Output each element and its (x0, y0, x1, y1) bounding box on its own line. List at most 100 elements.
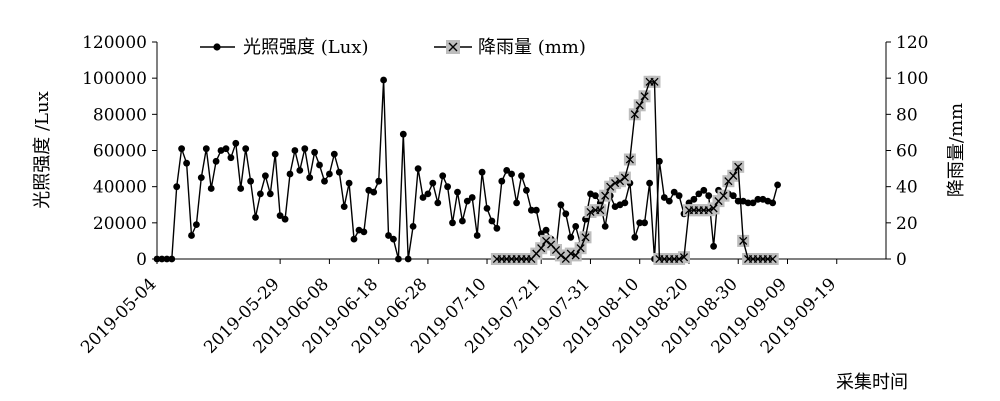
light-data-point (636, 219, 644, 227)
y-left-tick-label: 80000 (93, 105, 147, 125)
light-data-point (281, 215, 289, 223)
light-data-point (503, 167, 511, 174)
light-data-point (291, 147, 299, 154)
light-data-point (631, 233, 639, 241)
light-data-point (478, 168, 486, 176)
y-right-tick-label: 0 (896, 250, 907, 270)
light-data-point (710, 242, 717, 250)
legend: 光照强度 (Lux) 降雨量 (mm) (200, 37, 586, 58)
light-data-point (459, 217, 466, 225)
axes-layer: 0 20000 40000 60000 80000 100000 120000 0 20 40 60… (77, 33, 928, 358)
light-data-point (518, 172, 525, 180)
light-data-point (601, 223, 609, 230)
y-right-tick-label: 120 (896, 33, 928, 53)
light-data-point (257, 190, 264, 198)
light-data-point (375, 177, 383, 185)
y-right-tick-label: 20 (896, 214, 918, 234)
x-tick-label: 2019-05-04 (77, 274, 160, 357)
light-data-point (493, 224, 501, 232)
y-right-tick-label: 80 (896, 105, 918, 125)
light-data-point (301, 145, 309, 153)
light-data-point (429, 179, 437, 187)
light-data-point (335, 168, 343, 176)
light-data-point (183, 159, 191, 167)
rain-data-point (586, 207, 595, 217)
light-data-point (232, 139, 240, 147)
light-data-point (276, 212, 284, 220)
light-data-point (444, 183, 451, 191)
rain-data-point (768, 254, 777, 264)
light-data-point (153, 255, 161, 263)
light-data-point (247, 177, 255, 185)
light-data-point (473, 232, 481, 239)
light-data-point (390, 235, 397, 243)
x-axis-title: 采集时间 (836, 372, 908, 393)
light-data-point (675, 192, 683, 200)
light-data-point (262, 172, 269, 180)
rain-data-point (675, 254, 684, 264)
light-data-point (557, 201, 565, 209)
light-data-point (468, 194, 476, 201)
light-data-point (207, 185, 215, 192)
y-right-tick-label: 100 (896, 69, 928, 89)
light-data-point (242, 145, 250, 153)
light-data-point (360, 228, 368, 236)
light-data-point (286, 170, 294, 178)
y-right-axis-title: 降雨量/mm (946, 103, 967, 197)
rain-data-point (611, 179, 620, 188)
rain-data-point (630, 110, 639, 119)
rain-data-point (571, 251, 580, 260)
light-data-point (266, 190, 274, 198)
rain-data-point (601, 191, 610, 200)
light-data-point (424, 190, 432, 198)
rain-data-point (581, 233, 590, 242)
light-data-point (542, 226, 550, 234)
light-data-point (665, 197, 673, 205)
legend-light-label: 光照强度 (Lux) (243, 37, 368, 58)
light-data-point (330, 150, 338, 158)
rain-data-point (635, 101, 644, 110)
light-data-point (296, 167, 304, 174)
light-data-point (399, 130, 407, 138)
rain-data-point (615, 177, 625, 186)
legend-rain-label: 降雨量 (mm) (478, 37, 586, 58)
y-left-tick-label: 0 (136, 250, 147, 270)
light-data-point (271, 150, 279, 158)
legend-item-light: 光照强度 (Lux) (200, 37, 368, 58)
light-data-point (454, 188, 461, 196)
rain-data-point (625, 155, 634, 164)
light-data-point (498, 177, 506, 185)
light-data-point (769, 199, 777, 207)
y-right-tick-label: 60 (896, 142, 918, 162)
light-data-point (395, 255, 402, 263)
light-data-point (193, 221, 200, 229)
light-data-point (754, 195, 762, 203)
rain-data-point (729, 171, 738, 180)
legend-item-rain: 降雨量 (mm) (434, 37, 586, 58)
light-data-point (690, 195, 698, 203)
y-left-tick-label: 20000 (93, 214, 147, 234)
light-data-point (434, 199, 442, 207)
light-data-point (404, 255, 412, 263)
light-data-point (705, 192, 713, 200)
light-data-point (168, 255, 176, 263)
rain-data-point (704, 206, 713, 215)
light-data-point (316, 161, 323, 169)
light-data-point (345, 179, 353, 187)
legend-light-marker (213, 43, 221, 51)
rain-data-point (679, 253, 689, 262)
rain-data-point (542, 236, 551, 245)
light-data-point (774, 181, 781, 189)
rain-data-point (620, 173, 629, 182)
light-data-point (567, 233, 575, 241)
light-data-point (414, 165, 422, 173)
light-data-point (163, 255, 171, 263)
light-data-point (592, 192, 599, 200)
light-data-point (646, 179, 653, 187)
y-left-tick-label: 60000 (93, 142, 147, 162)
light-data-point (385, 232, 392, 239)
y-left-axis-title: 光照强度 /Lux (32, 91, 53, 208)
y-right-tick-label: 40 (896, 178, 918, 198)
light-data-point (188, 232, 195, 239)
